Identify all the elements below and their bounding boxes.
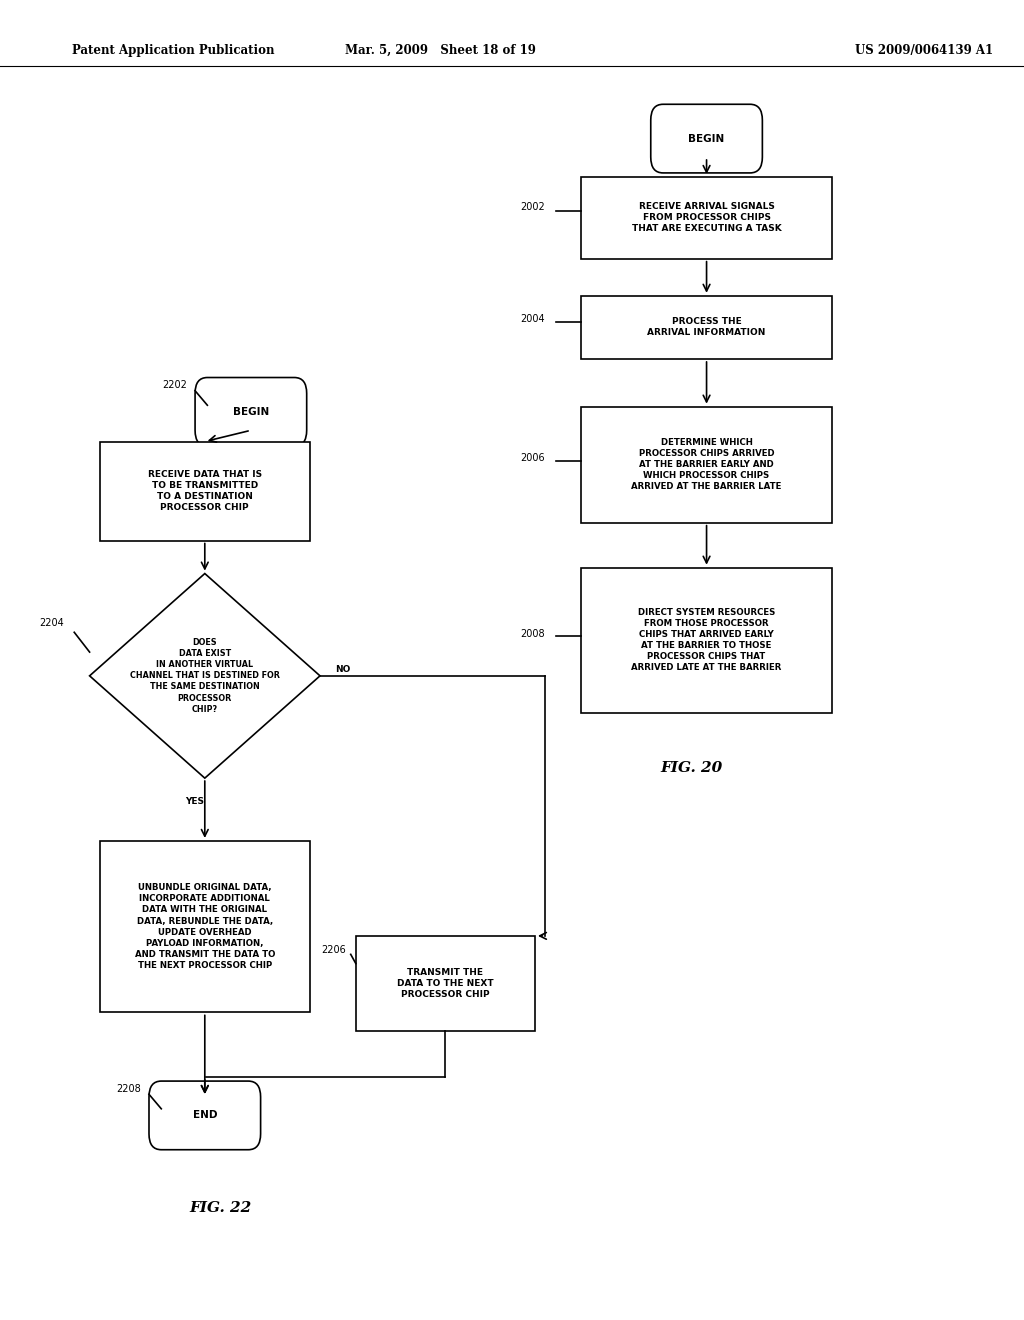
Text: DOES
DATA EXIST
IN ANOTHER VIRTUAL
CHANNEL THAT IS DESTINED FOR
THE SAME DESTINA: DOES DATA EXIST IN ANOTHER VIRTUAL CHANN… — [130, 638, 280, 714]
Text: 2202: 2202 — [162, 380, 186, 391]
FancyBboxPatch shape — [195, 378, 307, 446]
Text: Patent Application Publication: Patent Application Publication — [72, 44, 274, 57]
Text: 2006: 2006 — [520, 453, 545, 463]
Text: FIG. 20: FIG. 20 — [660, 762, 722, 775]
FancyBboxPatch shape — [150, 1081, 260, 1150]
Text: US 2009/0064139 A1: US 2009/0064139 A1 — [855, 44, 993, 57]
Text: TRANSMIT THE
DATA TO THE NEXT
PROCESSOR CHIP: TRANSMIT THE DATA TO THE NEXT PROCESSOR … — [397, 968, 494, 999]
Bar — [581, 407, 831, 523]
Bar — [100, 841, 309, 1012]
Text: UNBUNDLE ORIGINAL DATA,
INCORPORATE ADDITIONAL
DATA WITH THE ORIGINAL
DATA, REBU: UNBUNDLE ORIGINAL DATA, INCORPORATE ADDI… — [134, 883, 275, 970]
Text: NO: NO — [336, 665, 351, 673]
Text: RECEIVE DATA THAT IS
TO BE TRANSMITTED
TO A DESTINATION
PROCESSOR CHIP: RECEIVE DATA THAT IS TO BE TRANSMITTED T… — [147, 470, 262, 512]
Text: BEGIN: BEGIN — [688, 133, 725, 144]
Text: DIRECT SYSTEM RESOURCES
FROM THOSE PROCESSOR
CHIPS THAT ARRIVED EARLY
AT THE BAR: DIRECT SYSTEM RESOURCES FROM THOSE PROCE… — [632, 609, 781, 672]
Text: 2008: 2008 — [520, 628, 545, 639]
Text: 2002: 2002 — [520, 202, 545, 213]
Text: PROCESS THE
ARRIVAL INFORMATION: PROCESS THE ARRIVAL INFORMATION — [647, 317, 766, 338]
Text: BEGIN: BEGIN — [232, 407, 269, 417]
Text: END: END — [193, 1110, 217, 1121]
Bar — [581, 177, 831, 259]
Text: 2204: 2204 — [39, 618, 63, 628]
Text: 2206: 2206 — [321, 945, 346, 956]
Text: Mar. 5, 2009   Sheet 18 of 19: Mar. 5, 2009 Sheet 18 of 19 — [345, 44, 536, 57]
Text: 2208: 2208 — [116, 1084, 141, 1094]
Polygon shape — [90, 573, 319, 777]
FancyBboxPatch shape — [651, 104, 762, 173]
Bar — [581, 296, 831, 359]
Bar — [356, 936, 535, 1031]
Text: 2004: 2004 — [520, 314, 545, 325]
Bar — [100, 441, 309, 541]
Text: DETERMINE WHICH
PROCESSOR CHIPS ARRIVED
AT THE BARRIER EARLY AND
WHICH PROCESSOR: DETERMINE WHICH PROCESSOR CHIPS ARRIVED … — [632, 438, 781, 491]
Bar — [581, 568, 831, 713]
Text: FIG. 22: FIG. 22 — [189, 1201, 251, 1214]
Text: YES: YES — [185, 797, 204, 807]
Text: RECEIVE ARRIVAL SIGNALS
FROM PROCESSOR CHIPS
THAT ARE EXECUTING A TASK: RECEIVE ARRIVAL SIGNALS FROM PROCESSOR C… — [632, 202, 781, 234]
